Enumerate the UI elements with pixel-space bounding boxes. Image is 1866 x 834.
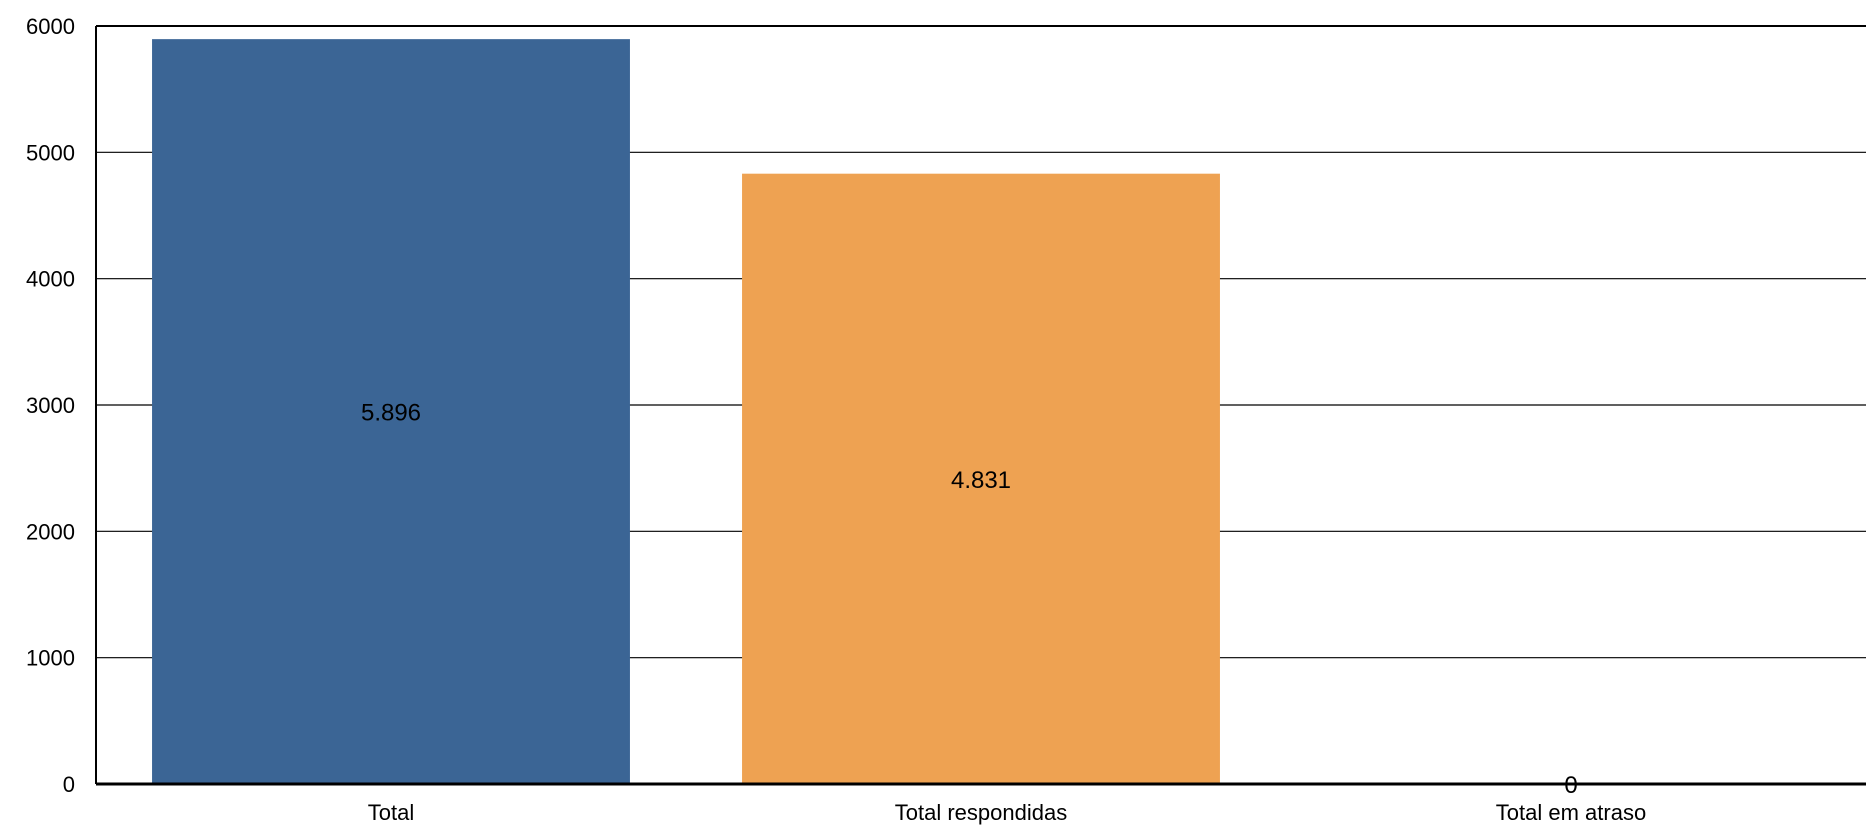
y-tick-label: 1000 [26, 646, 75, 671]
y-tick-labels: 0 1000 2000 3000 4000 5000 6000 [26, 14, 75, 797]
x-category-label: Total em atraso [1496, 800, 1646, 825]
axes [95, 25, 1866, 786]
data-labels: 5.896 4.831 0 [361, 400, 1578, 799]
y-tick-label: 4000 [26, 267, 75, 292]
data-label: 0 [1564, 772, 1577, 799]
y-tick-label: 5000 [26, 140, 75, 165]
data-label: 4.831 [951, 467, 1011, 494]
y-tick-label: 3000 [26, 393, 75, 418]
y-tick-label: 0 [63, 772, 75, 797]
bars [152, 39, 1220, 785]
x-category-labels: Total Total respondidas Total em atraso [368, 800, 1646, 825]
x-category-label: Total [368, 800, 414, 825]
y-tick-label: 6000 [26, 14, 75, 39]
x-category-label: Total respondidas [895, 800, 1067, 825]
bar-total [152, 39, 630, 784]
bar-total-respondidas [742, 173, 1220, 785]
y-tick-label: 2000 [26, 519, 75, 544]
data-label: 5.896 [361, 400, 421, 427]
